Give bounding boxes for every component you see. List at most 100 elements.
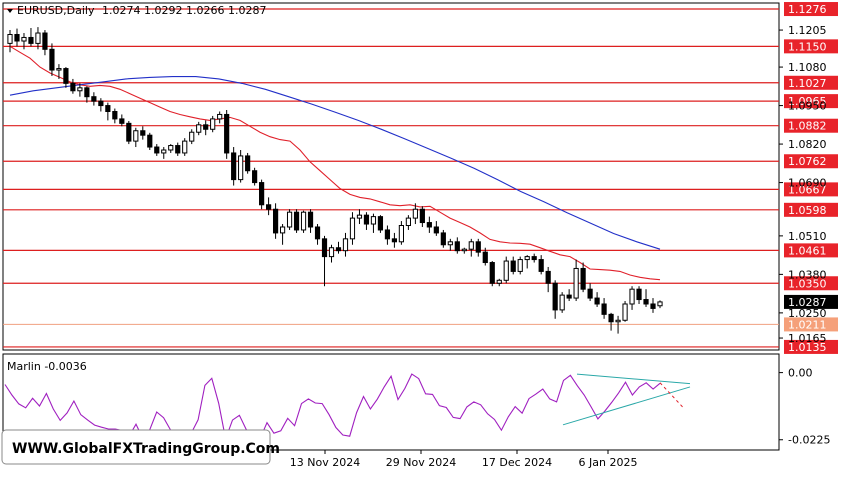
price-tick-label: 1.0510: [788, 230, 827, 243]
candle-body: [622, 303, 628, 321]
candle-body: [252, 170, 258, 184]
candle-body: [126, 122, 132, 142]
candle-body: [224, 113, 230, 154]
candle-body: [314, 226, 321, 240]
candle-body: [531, 256, 537, 261]
candle-body: [594, 297, 600, 305]
candle-body: [272, 208, 279, 234]
level-tag-label: 1.0598: [788, 204, 827, 217]
candle-body: [370, 216, 377, 225]
time-tick-label: 29 Nov 2024: [386, 456, 456, 469]
candle-body: [28, 36, 34, 44]
price-tick-label: 1.0250: [788, 307, 827, 320]
candle-body: [21, 36, 27, 42]
candle-body: [433, 226, 439, 234]
price-panel[interactable]: [2, 2, 780, 351]
candle-body: [245, 155, 251, 172]
candle-body: [636, 288, 642, 301]
level-tag: [784, 202, 838, 217]
ma-fast-line: [9, 45, 661, 281]
candle-body: [49, 48, 55, 71]
candle-body: [475, 241, 481, 253]
symbol-dropdown-icon[interactable]: [7, 9, 13, 13]
ma-slow-line: [9, 76, 661, 250]
candle-body: [363, 214, 370, 225]
candle-body: [286, 211, 293, 228]
candle-body: [168, 145, 174, 151]
price-tick-label: 1.0690: [788, 177, 827, 190]
candle-body: [468, 241, 474, 250]
candle-body: [391, 238, 398, 243]
candle-body: [573, 267, 579, 299]
candle-body: [77, 87, 83, 92]
candle-body: [419, 208, 425, 224]
level-tag: [784, 182, 838, 197]
candle-body: [231, 152, 237, 181]
candle-body: [147, 134, 153, 148]
dotted-level-tag: [784, 317, 838, 332]
level-tag-label: 1.0350: [788, 277, 827, 290]
candle-body: [35, 32, 41, 44]
candle-body: [447, 241, 453, 246]
candle-body: [461, 248, 467, 252]
current-price-label: 1.0287: [788, 296, 827, 309]
candle-body: [412, 208, 418, 219]
indicator-axis: 0.00 -0.0225: [779, 367, 830, 447]
candle-body: [63, 68, 69, 84]
candle-body: [203, 124, 209, 130]
level-tag: [784, 75, 838, 90]
price-tick-label: 1.1205: [788, 24, 827, 37]
candle-body: [517, 259, 523, 272]
price-axis: 1.1205 1.1080 1.0950 1.0820 1.0690 1.0510 1.03…: [779, 24, 838, 345]
watermark-text: WWW.GlobalFXTradingGroup.Com: [12, 441, 280, 457]
time-tick-label: 13 Nov 2024: [290, 456, 360, 469]
candle-body: [300, 211, 307, 231]
level-tag: [784, 339, 838, 354]
candle-body: [196, 124, 202, 133]
level-tag-label: 1.1276: [788, 3, 827, 16]
candle-body: [321, 238, 328, 258]
candle-body: [210, 118, 216, 130]
candle-body: [510, 260, 516, 272]
candle-body: [643, 299, 649, 305]
level-tag-label: 1.0882: [788, 120, 827, 133]
price-tick-label: 1.0820: [788, 138, 827, 151]
candle-body: [266, 204, 272, 210]
candle-body: [161, 149, 167, 154]
candle-body: [175, 145, 181, 154]
candle-body: [587, 288, 593, 299]
symbol-label: EURUSD,Daily: [17, 4, 95, 17]
candle-body: [503, 260, 509, 281]
trendline-lower: [562, 386, 691, 426]
dotted-level-label: 1.0211: [788, 318, 827, 331]
candle-body: [398, 225, 404, 243]
candle-body: [538, 259, 544, 272]
level-tag: [784, 94, 838, 109]
price-tick-label: 1.1080: [788, 61, 827, 74]
time-tick-label: 17 Dec 2024: [482, 456, 552, 469]
level-tag: [784, 2, 838, 17]
candle-body: [356, 214, 363, 219]
candle-body: [189, 131, 195, 142]
candle-body: [98, 100, 104, 107]
candle-body: [426, 222, 432, 228]
candle-body: [133, 130, 139, 142]
candle-body: [56, 68, 62, 71]
candle-body: [608, 313, 614, 323]
level-tag-label: 1.1027: [788, 77, 827, 90]
candle-body: [552, 282, 558, 311]
indicator-tick-label: 0.00: [788, 367, 813, 380]
watermark: WWW.GlobalFXTradingGroup.Com: [1, 429, 280, 465]
candle-body: [328, 247, 335, 258]
level-tag-label: 1.0965: [788, 95, 827, 108]
time-tick-label: 6 Jan 2025: [579, 456, 638, 469]
horizontal-levels: 1.1276 1.1150 1.1027 1.0965 1.0882 1.0762 1.06…: [3, 2, 838, 354]
candle-body: [42, 32, 48, 50]
price-tick-label: 1.0165: [788, 332, 827, 345]
level-tag-label: 1.0667: [788, 183, 827, 196]
candle-body: [580, 267, 586, 290]
candle-body: [154, 146, 160, 154]
indicator-series: [4, 373, 691, 441]
